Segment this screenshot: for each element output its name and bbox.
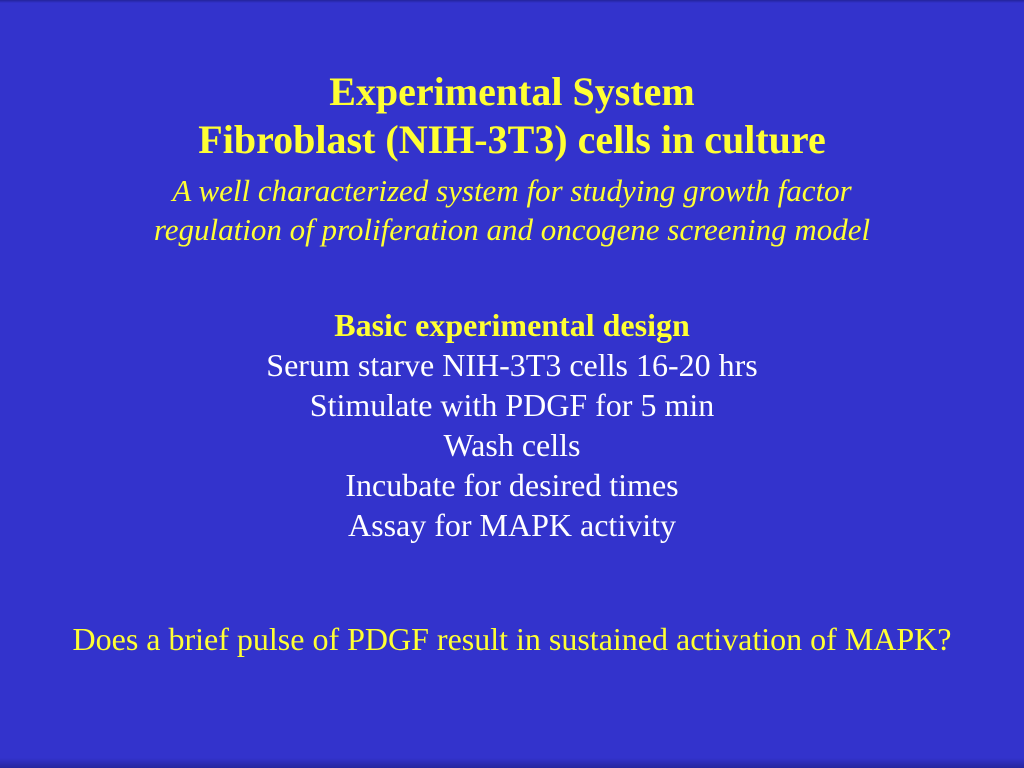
research-question: Does a brief pulse of PDGF result in sus… xyxy=(72,621,952,657)
step-line: Incubate for desired times xyxy=(345,467,679,503)
slide-subtitle-line-1: A well characterized system for studying… xyxy=(172,173,852,208)
step-line: Serum starve NIH-3T3 cells 16-20 hrs xyxy=(266,347,758,383)
slide-title-line-2: Fibroblast (NIH-3T3) cells in culture xyxy=(198,117,826,162)
slide-title-line-1: Experimental System xyxy=(329,69,695,114)
step-line: Stimulate with PDGF for 5 min xyxy=(309,387,715,423)
slide-bottom-edge xyxy=(0,758,1024,768)
experimental-steps: Serum starve NIH-3T3 cells 16-20 hrs Sti… xyxy=(0,345,1024,545)
step-line: Assay for MAPK activity xyxy=(348,507,676,543)
section-heading: Basic experimental design xyxy=(334,307,690,343)
slide-top-edge xyxy=(0,0,1024,3)
slide-subtitle-line-2: regulation of proliferation and oncogene… xyxy=(153,212,871,247)
step-line: Wash cells xyxy=(443,427,581,463)
slide-subtitle: A well characterized system for studying… xyxy=(0,171,1024,249)
slide-title: Experimental System Fibroblast (NIH-3T3)… xyxy=(0,0,1024,164)
